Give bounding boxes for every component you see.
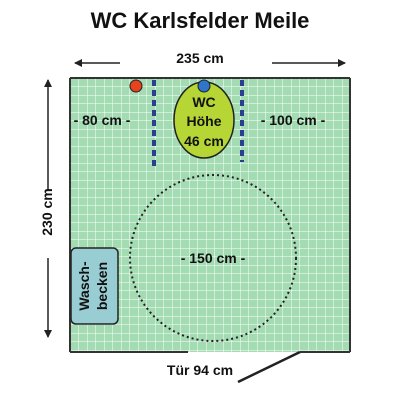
sink-label-line1: Wasch- xyxy=(76,261,92,311)
door-width-label: Tür 94 cm xyxy=(167,362,233,378)
width-label: 235 cm xyxy=(176,50,223,66)
turning-circle-label: - 150 cm - xyxy=(181,250,246,266)
left-space-label: - 80 cm - xyxy=(74,112,131,128)
sink-label-line2: becken xyxy=(94,262,110,310)
walls xyxy=(69,77,351,353)
height-label: 230 cm xyxy=(39,188,55,235)
right-space-label: - 100 cm - xyxy=(261,112,326,128)
toilet-label-line2: Höhe xyxy=(187,113,222,129)
door-leaf xyxy=(237,350,301,384)
toilet-label-line1: WC xyxy=(192,94,215,110)
red-button xyxy=(129,79,143,93)
page-title: WC Karlsfelder Meile xyxy=(91,8,310,33)
sink xyxy=(70,247,119,325)
toilet-label-line3: 46 cm xyxy=(184,133,224,149)
turning-circle xyxy=(129,174,297,342)
blue-button xyxy=(197,79,211,93)
